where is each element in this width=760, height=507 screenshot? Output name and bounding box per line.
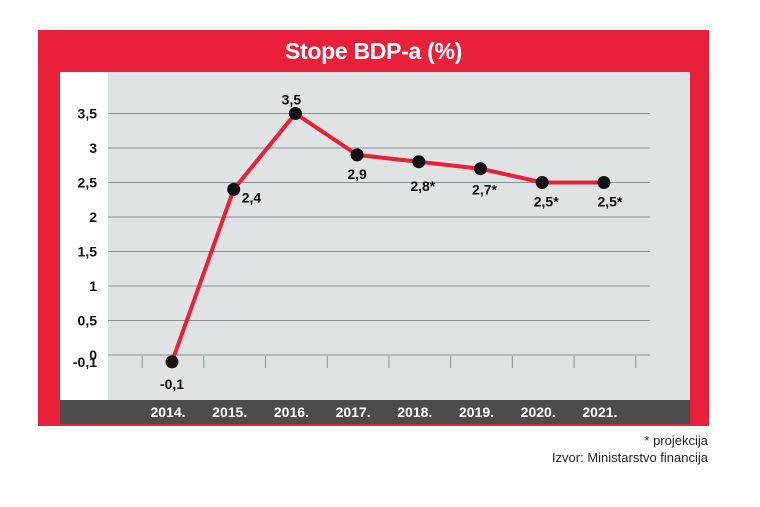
x-axis-bar [60,400,690,424]
x-tick-labels: 2014. 2015. 2016. 2017. 2018. 2019. 2020. 2021. [150,404,617,420]
y-tick-label: 0,5 [78,313,98,329]
gridlines [108,113,650,368]
source-note: Izvor: Ministarstvo financija [551,450,708,465]
data-point [412,155,426,169]
y-tick-label: 2,5 [78,175,98,191]
x-tick-label: 2019. [459,404,494,420]
series-line [170,111,606,364]
data-label: 2,4 [242,189,262,205]
data-label: 2,8* [410,178,435,194]
data-point [597,176,611,189]
y-tick-label: -0,1 [73,354,97,370]
data-labels: -0,1 2,4 3,5 2,9 2,8* 2,7* 2,5* 2,5* [160,92,623,392]
projection-note: * projekcija [644,433,708,448]
x-tick-label: 2017. [336,404,371,420]
data-point [474,162,487,176]
plot-area [108,72,690,400]
series-gdp-growth [165,107,611,369]
chart-title: Stope BDP-a (%) [285,38,462,64]
data-point [288,107,302,120]
x-tick-label: 2014. [150,404,185,420]
data-label: 3,5 [282,92,302,108]
y-axis-panel [60,72,108,424]
data-point [227,182,241,196]
x-tick-label: 2016. [274,404,309,420]
data-label: 2,5* [597,194,622,210]
data-point [535,176,549,189]
y-tick-label: 3,5 [78,106,98,122]
data-label: -0,1 [160,376,184,392]
footnote: * projekcija Izvor: Ministarstvo financi… [552,432,708,466]
y-tick-label: 1 [89,278,97,294]
data-label: 2,7* [472,182,497,198]
data-label: 2,9 [347,166,367,182]
x-tick-label: 2018. [397,404,432,420]
data-label: 2,5* [534,194,559,210]
y-tick-label: 3 [89,140,97,156]
x-tick-label: 2021. [582,404,617,420]
data-point [165,355,179,369]
y-tick-label: 1,5 [78,244,98,260]
x-tick-label: 2020. [521,404,556,420]
data-point [350,148,364,162]
y-tick-labels: -0,10 0,5 1 1,5 2 2,5 3 3,5 [73,106,97,370]
x-tick-label: 2015. [212,404,247,420]
y-tick-label: 2 [89,209,97,225]
y-tick-label: 0 [89,347,97,363]
